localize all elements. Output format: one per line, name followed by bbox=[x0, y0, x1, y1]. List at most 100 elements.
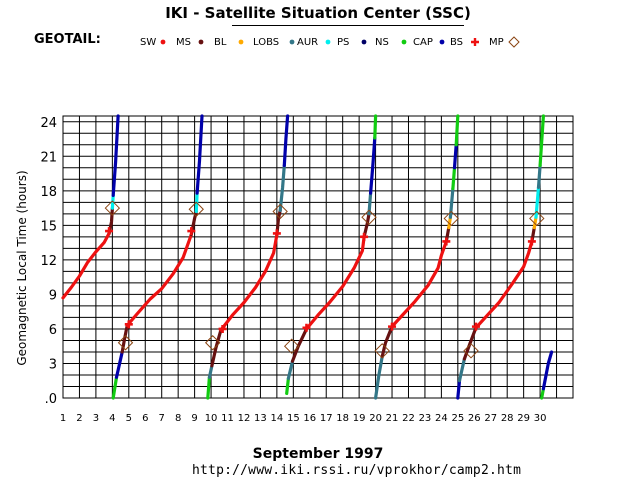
magnetopause-marker bbox=[463, 343, 479, 359]
segment-ns bbox=[206, 375, 211, 400]
legend-dot-bl bbox=[238, 39, 244, 45]
segment-ms bbox=[210, 328, 223, 368]
bow-shock-marker bbox=[388, 322, 397, 331]
segment-cap bbox=[195, 114, 204, 195]
x-tick-label: 2 bbox=[76, 413, 82, 424]
y-tick-label: 24 bbox=[40, 116, 57, 131]
segment-cap bbox=[541, 350, 554, 391]
x-tick-label: 18 bbox=[336, 413, 349, 424]
x-tick-label: 1 bbox=[60, 413, 66, 424]
y-tick-label: 15 bbox=[40, 219, 57, 234]
bow-shock-marker bbox=[218, 324, 227, 333]
x-tick-label: 25 bbox=[451, 413, 464, 424]
legend-label-ns: NS bbox=[375, 37, 389, 48]
legend-dot-cap bbox=[439, 39, 445, 45]
x-tick-label: 5 bbox=[126, 413, 132, 424]
legend-label-ms: MS bbox=[176, 37, 191, 48]
x-tick-label: 30 bbox=[534, 413, 547, 424]
bow-shock-marker bbox=[442, 237, 451, 246]
bow-shock-marker bbox=[471, 322, 480, 331]
x-tick-label: 24 bbox=[435, 413, 448, 424]
x-tick-label: 7 bbox=[159, 413, 165, 424]
series bbox=[61, 114, 554, 400]
segment-sw bbox=[390, 239, 448, 329]
x-tick-label: 22 bbox=[402, 413, 415, 424]
legend-label-sw: SW bbox=[140, 37, 156, 48]
legend-cross-bs bbox=[471, 38, 479, 46]
segment-lobs bbox=[286, 359, 295, 380]
bow-shock-marker bbox=[527, 237, 536, 246]
x-tick-label: 15 bbox=[287, 413, 300, 424]
segment-ns bbox=[454, 114, 460, 147]
y-tick-label: 12 bbox=[40, 254, 57, 269]
bow-shock-marker bbox=[302, 323, 311, 332]
x-tick-label: 16 bbox=[303, 413, 316, 424]
x-tick-label: 20 bbox=[369, 413, 382, 424]
magnetopause-marker bbox=[374, 343, 390, 359]
x-tick-label: 29 bbox=[517, 413, 530, 424]
magnetopause-marker bbox=[205, 335, 221, 351]
x-tick-label: 27 bbox=[484, 413, 497, 424]
x-tick-label: 12 bbox=[238, 413, 251, 424]
bow-shock-marker bbox=[360, 232, 369, 241]
x-tick-label: 10 bbox=[205, 413, 218, 424]
segment-ms bbox=[380, 325, 394, 359]
y-tick-label: 21 bbox=[40, 150, 57, 165]
legend-label-mp: MP bbox=[489, 37, 504, 48]
segment-bl bbox=[447, 215, 452, 230]
segment-bl bbox=[532, 215, 538, 230]
segment-cap bbox=[452, 143, 458, 170]
segment-ns bbox=[373, 114, 378, 140]
x-tick-label: 13 bbox=[254, 413, 267, 424]
x-tick-label: 11 bbox=[221, 413, 234, 424]
legend-dot-lobs bbox=[289, 39, 295, 45]
bow-shock-marker bbox=[187, 227, 196, 236]
chart-title: IKI - Satellite Situation Center (SSC) bbox=[165, 4, 471, 22]
segment-cap bbox=[456, 379, 462, 400]
segment-cap bbox=[282, 114, 290, 168]
x-tick-label: 6 bbox=[142, 413, 148, 424]
x-tick-label: 17 bbox=[320, 413, 333, 424]
magnetopause-marker bbox=[117, 335, 134, 351]
y-tick-label: 9 bbox=[49, 288, 57, 303]
markers bbox=[104, 200, 545, 359]
x-tick-label: 28 bbox=[501, 413, 514, 424]
legend-dot-ps bbox=[361, 39, 367, 45]
legend-dot-aur bbox=[325, 39, 331, 45]
segment-ns bbox=[538, 114, 545, 168]
segment-lobs bbox=[536, 163, 542, 189]
magnetopause-marker bbox=[272, 203, 288, 220]
magnetopause-marker bbox=[188, 201, 204, 217]
magnetopause-marker bbox=[529, 210, 545, 227]
x-tick-label: 21 bbox=[386, 413, 399, 424]
y-tick-label: 3 bbox=[49, 357, 57, 372]
y-tick-label: .0 bbox=[45, 392, 57, 407]
magnetopause-marker bbox=[104, 200, 121, 216]
legend-label-bl: BL bbox=[214, 37, 227, 48]
legend-dot-sw bbox=[160, 39, 166, 45]
segment-ms bbox=[290, 327, 309, 363]
segment-sw bbox=[61, 231, 111, 300]
bow-shock-marker bbox=[124, 320, 133, 329]
satellite-name: GEOTAIL: bbox=[34, 32, 101, 47]
segment-lobs bbox=[457, 357, 466, 383]
legend-label-ps: PS bbox=[337, 37, 349, 48]
magnetopause-marker bbox=[361, 209, 377, 225]
x-tick-label: 9 bbox=[191, 413, 197, 424]
segment-ns bbox=[285, 376, 290, 395]
segment-lobs bbox=[207, 364, 214, 379]
legend-dot-ns bbox=[401, 39, 407, 45]
segment-lobs bbox=[278, 163, 286, 212]
segment-cap bbox=[114, 350, 124, 379]
x-tick-label: 3 bbox=[93, 413, 99, 424]
source-url-link[interactable]: http://www.iki.rssi.ru/vprokhor/camp2.ht… bbox=[192, 463, 522, 478]
title-underline bbox=[232, 25, 464, 26]
y-tick-label: 6 bbox=[49, 323, 57, 338]
bow-shock-marker bbox=[272, 229, 281, 238]
x-axis-label: September 1997 bbox=[252, 446, 384, 462]
magnetopause-marker bbox=[443, 210, 459, 227]
legend: SW MS BL LOBS AUR PS NS CAP BS MP bbox=[140, 36, 520, 48]
segment-ns bbox=[451, 166, 457, 191]
legend-label-lobs: LOBS bbox=[253, 37, 279, 48]
